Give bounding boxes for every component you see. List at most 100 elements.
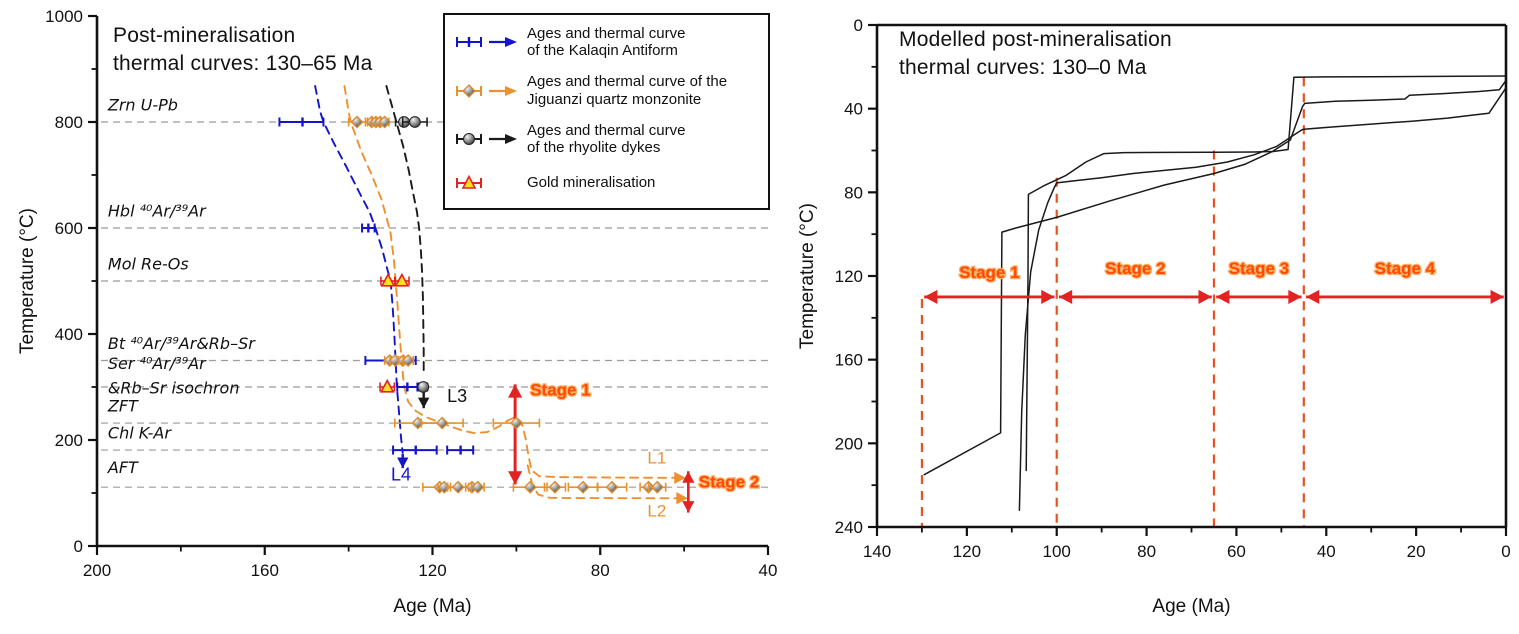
- jiguanzi-diamond-arrow-icon: [456, 83, 517, 98]
- arrowhead-icon: [1216, 289, 1230, 304]
- left-panel-title: Post-mineralisation thermal curves: 130–…: [113, 22, 372, 77]
- diamond-marker-icon: [471, 480, 485, 494]
- y-tick-label: 400: [55, 325, 83, 344]
- model-curve-antiform: [923, 79, 1507, 476]
- arrowhead-icon: [682, 501, 695, 513]
- legend-label-jiguanzi: Ages and thermal curve of the Jiguanzi q…: [527, 73, 728, 108]
- x-tick-label: 120: [953, 542, 981, 561]
- annotation-bt-⁴⁰ar/³⁹ar&rb–sr: Bt ⁴⁰Ar/³⁹Ar&Rb–Sr: [108, 334, 256, 353]
- jiguanzi-thermal-curve: [343, 85, 677, 479]
- circle-marker-icon: [417, 381, 430, 393]
- arrowhead-icon: [676, 492, 688, 505]
- legend-item-jiguanzi: Ages and thermal curve of the Jiguanzi q…: [455, 73, 760, 108]
- gold-mineralisation-ages: [379, 272, 410, 393]
- y-tick-label: 200: [55, 431, 83, 450]
- legend-label-kalaqin: Ages and thermal curve of the Kalaqin An…: [527, 25, 686, 60]
- rhyolite-circle-arrow-icon: [456, 132, 517, 145]
- x-tick-label: 200: [83, 561, 111, 580]
- annotation-aft: AFT: [107, 458, 139, 477]
- diamond-marker-icon: [378, 115, 392, 129]
- diamond-marker-icon: [350, 115, 364, 129]
- x-axis-label: Age (Ma): [1152, 596, 1230, 617]
- annotation-l3: L3: [447, 386, 467, 406]
- diamond-marker-icon: [509, 416, 523, 430]
- annotation-stage-2: Stage 2: [699, 473, 759, 492]
- kalaqin-errorbar-arrow-icon: [456, 37, 517, 48]
- y-tick-label: 800: [55, 113, 83, 132]
- y-tick-label: 80: [844, 183, 863, 202]
- annotation-l1: L1: [647, 448, 666, 467]
- annotation-mol-re-os: Mol Re-Os: [108, 254, 189, 273]
- annotation-chl-k-ar: Chl K-Ar: [108, 423, 172, 442]
- x-tick-label: 0: [1501, 542, 1510, 561]
- y-tick-label: 240: [835, 518, 863, 537]
- right-panel-title: Modelled post-mineralisation thermal cur…: [899, 26, 1172, 81]
- y-tick-label: 160: [835, 351, 863, 370]
- y-tick-label: 0: [854, 16, 863, 35]
- x-axis-label: Age (Ma): [393, 596, 471, 617]
- left-title-line1: Post-mineralisation: [113, 24, 296, 47]
- annotation-stage-1: Stage 1: [530, 380, 590, 399]
- annotation-stage-3: Stage 3: [1229, 259, 1289, 278]
- annotation-stage-2: Stage 2: [1105, 259, 1165, 278]
- diamond-marker-icon: [576, 480, 590, 494]
- right-title-line2: thermal curves: 130–0 Ma: [899, 55, 1147, 79]
- y-tick-label: 200: [835, 434, 863, 453]
- arrowhead-icon: [1490, 289, 1504, 304]
- x-tick-label: 20: [1407, 542, 1426, 561]
- annotation-l4: L4: [391, 464, 411, 484]
- rhyolite-thermal-curve: [385, 85, 425, 374]
- annotation-stage-1: Stage 1: [959, 263, 1019, 282]
- diamond-marker-icon: [523, 480, 537, 494]
- y-tick-label: 0: [74, 537, 83, 556]
- annotation-stage-4: Stage 4: [1375, 259, 1436, 278]
- modelled-post-mineralisation-thermal-curves-panel: Stage 1 Stage 2 Stage 3 Stage 4 140 120 100 80 6…: [797, 16, 1511, 617]
- x-tick-label: 80: [1137, 542, 1156, 561]
- legend-item-rhyolite: Ages and thermal curve of the rhyolite d…: [455, 122, 760, 157]
- left-title-line2: thermal curves: 130–65 Ma: [113, 51, 373, 75]
- y-axis-label: Temperature (°C): [797, 203, 818, 349]
- x-tick-label: 100: [1043, 542, 1071, 561]
- arrowhead-icon: [1288, 289, 1302, 304]
- arrowhead-icon: [682, 471, 695, 483]
- triangle-marker-icon: [394, 272, 410, 287]
- y-tick-label: 600: [55, 219, 83, 238]
- triangle-marker-icon: [379, 378, 395, 393]
- legend-item-gold: Gold mineralisation: [455, 170, 760, 196]
- annotation-zft: ZFT: [107, 396, 139, 415]
- annotation-&rb–sr-isochron: &Rb–Sr isochron: [108, 378, 240, 397]
- y-tick-label: 1000: [45, 7, 83, 26]
- jiguanzi-lower-envelope: [526, 464, 679, 500]
- arrowhead-icon: [508, 471, 523, 485]
- y-tick-label: 40: [844, 100, 863, 119]
- x-tick-label: 160: [251, 561, 279, 580]
- annotation-zrn-u-pb: Zrn U-Pb: [107, 95, 178, 114]
- arrowhead-icon: [1306, 289, 1320, 304]
- annotation-hbl-⁴⁰ar/³⁹ar: Hbl ⁴⁰Ar/³⁹Ar: [108, 201, 207, 220]
- arrowhead-icon: [1198, 289, 1212, 304]
- circle-marker-icon: [408, 116, 421, 128]
- annotation-l2: L2: [647, 501, 666, 520]
- diamond-marker-icon: [650, 480, 664, 494]
- arrowhead-icon: [1041, 289, 1055, 304]
- arrowhead-icon: [508, 384, 523, 398]
- x-tick-label: 40: [759, 561, 778, 580]
- gold-triangle-icon: [456, 174, 482, 189]
- arrowhead-icon: [418, 397, 430, 409]
- arrowhead-icon: [397, 457, 409, 469]
- x-tick-label: 140: [863, 542, 891, 561]
- x-tick-label: 40: [1317, 542, 1336, 561]
- kalaqin-thermal-curve: [314, 85, 404, 454]
- legend-label-gold: Gold mineralisation: [527, 174, 656, 192]
- triangle-marker-icon: [380, 272, 396, 287]
- jiguanzi-ages: [347, 115, 667, 494]
- legend-label-rhyolite: Ages and thermal curve of the rhyolite d…: [527, 121, 686, 156]
- y-axis-label: Temperature (°C): [17, 208, 38, 354]
- arrowhead-icon: [674, 471, 686, 484]
- diamond-marker-icon: [548, 480, 562, 494]
- rhyolite-ages: [394, 116, 430, 393]
- x-tick-label: 120: [418, 561, 446, 580]
- diamond-marker-icon: [435, 416, 449, 430]
